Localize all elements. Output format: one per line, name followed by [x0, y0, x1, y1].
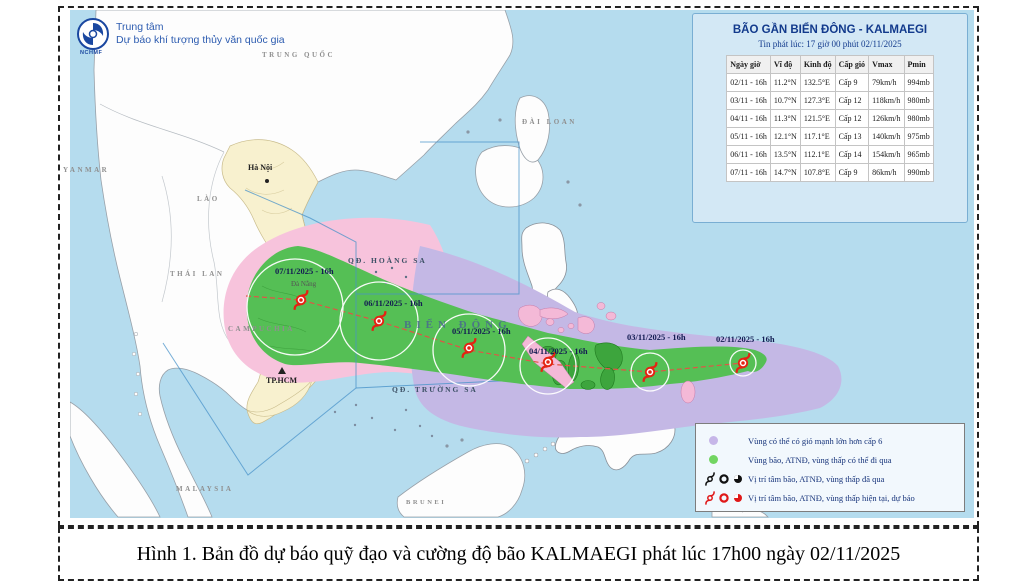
table-row: 05/11 - 16h 12.1°N 117.1°E Cấp 13 140km/… [726, 127, 934, 146]
storm-forecast-table: Ngày giờ Vĩ độ Kinh độ Cấp gió Vmax Pmin… [726, 55, 934, 182]
label-malaysia: MALAYSIA [176, 485, 234, 493]
table-cell: 06/11 - 16h [726, 145, 771, 164]
table-cell: 11.2°N [769, 73, 801, 92]
table-cell: Cấp 12 [834, 109, 870, 128]
tphcm-marker [278, 367, 286, 374]
table-cell: 980mb [903, 91, 934, 110]
label-tphcm: TP.HCM [266, 376, 298, 385]
track-label-0411: 04/11/2025 - 16h [529, 346, 588, 356]
table-cell: 154km/h [868, 145, 905, 164]
storm-info-panel: BÃO GẦN BIỂN ĐÔNG - KALMAEGI Tin phát lú… [692, 13, 968, 223]
table-cell: 117.1°E [799, 127, 836, 146]
table-cell: 14.7°N [769, 163, 801, 182]
current-position-icons [704, 490, 748, 505]
table-cell: Cấp 9 [834, 163, 870, 182]
label-truong-sa: QĐ. TRƯỜNG SA [392, 385, 478, 394]
label-brunei: BRUNEI [406, 499, 447, 506]
table-cell: 02/11 - 16h [726, 73, 771, 92]
table-header-row: Ngày giờ Vĩ độ Kinh độ Cấp gió Vmax Pmin [726, 55, 934, 74]
org-name: Trung tâm Dự báo khí tượng thủy văn quốc… [116, 21, 285, 47]
track-label-0611: 06/11/2025 - 16h [364, 298, 423, 308]
track-label-0311: 03/11/2025 - 16h [627, 332, 686, 342]
table-cell: 126km/h [868, 109, 905, 128]
table-cell: 79km/h [868, 73, 905, 92]
table-cell: 12.1°N [769, 127, 801, 146]
col-kinh-do: Kinh độ [799, 55, 836, 74]
label-da-nang: Đà Nẵng [291, 280, 317, 288]
table-cell: Cấp 14 [834, 145, 870, 164]
table-cell: Cấp 13 [834, 127, 870, 146]
col-vi-do: Vĩ độ [769, 55, 801, 74]
col-pmin: Pmin [903, 55, 934, 74]
table-cell: 13.5°N [769, 145, 801, 164]
table-row: 02/11 - 16h 11.2°N 132.5°E Cấp 9 79km/h … [726, 73, 934, 92]
table-cell: 132.5°E [799, 73, 836, 92]
figure-caption: Hình 1. Bản đồ dự báo quỹ đạo và cường đ… [136, 542, 901, 565]
col-vmax: Vmax [868, 55, 905, 74]
org-line2: Dự báo khí tượng thủy văn quốc gia [116, 34, 285, 47]
table-cell: 04/11 - 16h [726, 109, 771, 128]
figure-box [58, 6, 979, 527]
table-cell: 140km/h [868, 127, 905, 146]
legend-item-wind-zone: Vùng có thể có gió mạnh lớn hơn cấp 6 [704, 431, 956, 450]
table-cell: 05/11 - 16h [726, 127, 771, 146]
track-label-0711: 07/11/2025 - 16h [275, 266, 334, 276]
table-row: 07/11 - 16h 14.7°N 107.8°E Cấp 9 86km/h … [726, 163, 934, 182]
track-label-0511: 05/11/2025 - 16h [452, 326, 511, 336]
legend-panel: Vùng có thể có gió mạnh lớn hơn cấp 6 Vù… [695, 423, 965, 512]
table-cell: 127.3°E [799, 91, 836, 110]
table-row: 04/11 - 16h 11.3°N 121.5°E Cấp 12 126km/… [726, 109, 934, 128]
label-thai-lan: THÁI LAN [170, 270, 225, 278]
table-cell: 118km/h [868, 91, 905, 110]
label-myanmar: YANMAR [63, 166, 110, 174]
table-cell: 86km/h [868, 163, 905, 182]
label-trung-quoc: TRUNG QUỐC [262, 51, 336, 59]
table-cell: Cấp 12 [834, 91, 870, 110]
table-cell: 121.5°E [799, 109, 836, 128]
col-cap-gio: Cấp gió [834, 55, 870, 74]
table-cell: 107.8°E [799, 163, 836, 182]
label-bien-dong: BIỂN ĐÔNG [404, 319, 512, 331]
table-row: 03/11 - 16h 10.7°N 127.3°E Cấp 12 118km/… [726, 91, 934, 110]
table-cell: 07/11 - 16h [726, 163, 771, 182]
legend-item-current-forecast-position: Vị trí tâm bão, ATNĐ, vùng thấp hiện tại… [704, 488, 956, 507]
table-cell: 11.3°N [769, 109, 801, 128]
table-row: 06/11 - 16h 13.5°N 112.1°E Cấp 14 154km/… [726, 145, 934, 164]
storm-track [245, 258, 757, 395]
track-label-0211: 02/11/2025 - 16h [716, 334, 775, 344]
table-cell: Cấp 9 [834, 73, 870, 92]
table-cell: 112.1°E [799, 145, 836, 164]
label-ha-noi: Hà Nội [248, 163, 273, 172]
purple-zone-icon [704, 436, 748, 445]
table-cell: 980mb [903, 109, 934, 128]
nchmf-logo-text: NCHMF [80, 50, 103, 56]
legend-item-past-position: Vị trí tâm bão, ATNĐ, vùng thấp đã qua [704, 469, 956, 488]
table-cell: 965mb [903, 145, 934, 164]
label-campuchia: CAMPUCHIA [228, 325, 295, 333]
caption-box: Hình 1. Bản đồ dự báo quỹ đạo và cường đ… [58, 527, 979, 581]
green-zone-icon [704, 455, 748, 464]
storm-info-subtitle: Tin phát lúc: 17 giờ 00 phút 02/11/2025 [758, 39, 902, 49]
col-ngay-gio: Ngày giờ [726, 55, 771, 74]
table-cell: 975mb [903, 127, 934, 146]
label-dai-loan: ĐÀI LOAN [522, 118, 577, 126]
legend-item-track-zone: Vùng bão, ATNĐ, vùng thấp có thể đi qua [704, 450, 956, 469]
nchmf-logo-icon [77, 18, 109, 50]
label-lao: LÀO [197, 195, 220, 203]
past-position-icons [704, 471, 748, 486]
table-cell: 994mb [903, 73, 934, 92]
table-cell: 03/11 - 16h [726, 91, 771, 110]
org-line1: Trung tâm [116, 21, 164, 33]
table-cell: 990mb [903, 163, 934, 182]
hanoi-marker [265, 179, 269, 183]
table-cell: 10.7°N [769, 91, 801, 110]
label-hoang-sa: QĐ. HOÀNG SA [348, 256, 427, 265]
storm-info-title: BÃO GẦN BIỂN ĐÔNG - KALMAEGI [732, 24, 928, 36]
